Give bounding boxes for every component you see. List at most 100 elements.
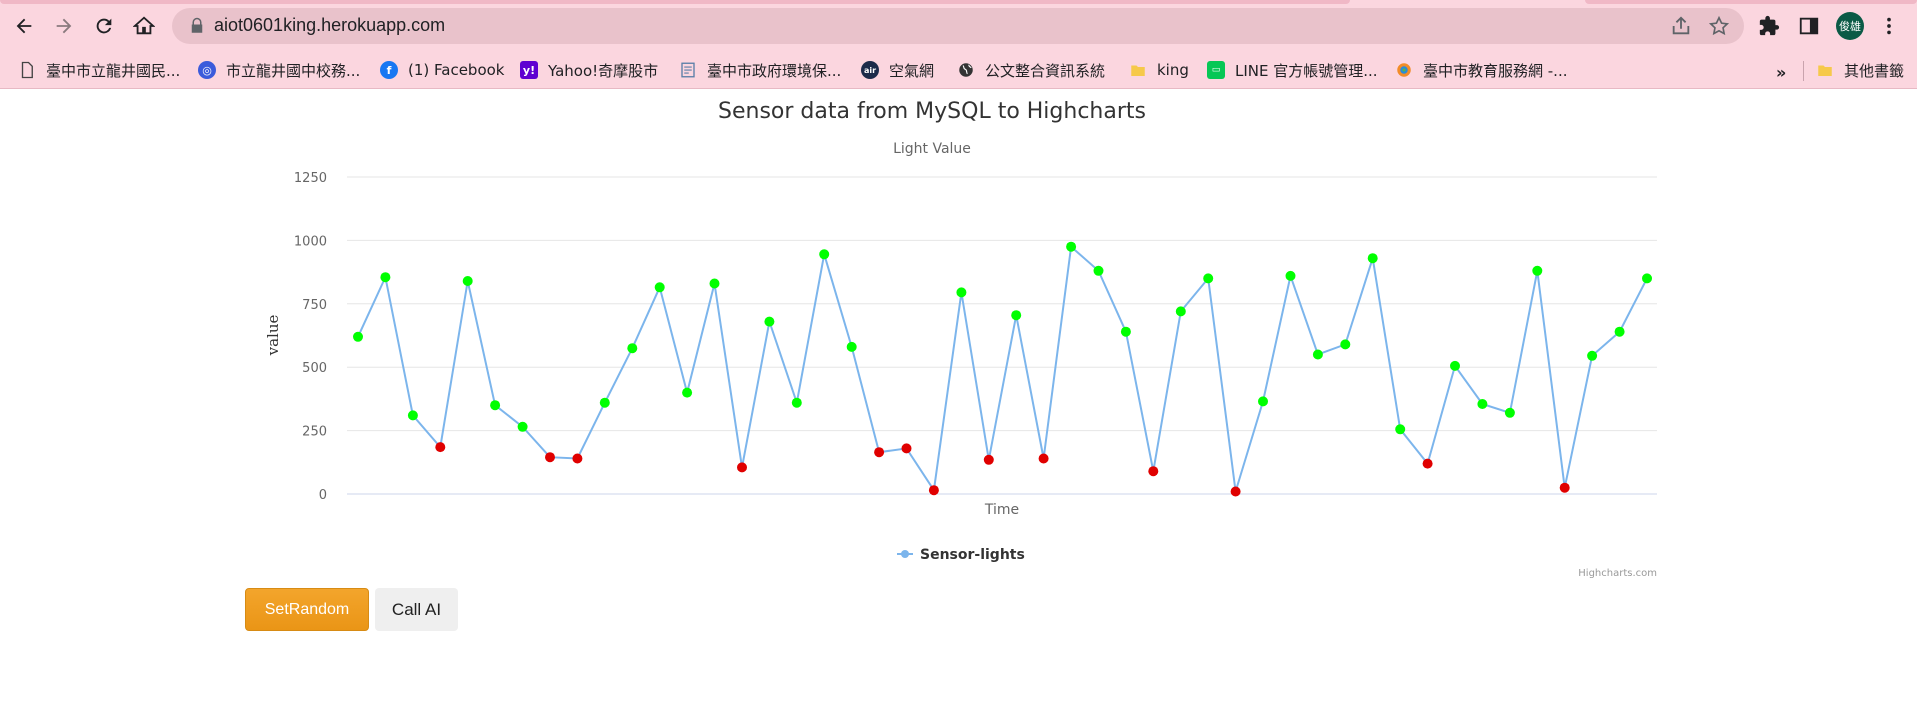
y-tick-label: 1000 — [294, 234, 327, 249]
forward-icon[interactable] — [48, 10, 80, 42]
bookmark-label: 臺中市政府環境保... — [707, 61, 842, 80]
data-point[interactable] — [1340, 339, 1351, 350]
data-point[interactable] — [380, 272, 391, 283]
data-point[interactable] — [901, 443, 912, 454]
y-tick-label: 250 — [302, 425, 327, 440]
bookmark-item[interactable]: 公文整合資訊系統 — [957, 58, 1105, 82]
data-point[interactable] — [1093, 265, 1104, 276]
data-point[interactable] — [1559, 482, 1570, 493]
data-point[interactable] — [1066, 241, 1077, 252]
bookmark-label: Yahoo!奇摩股市 — [548, 61, 659, 80]
data-point[interactable] — [599, 397, 610, 408]
data-point[interactable] — [572, 453, 583, 464]
data-point[interactable] — [462, 276, 473, 286]
data-point[interactable] — [819, 249, 830, 260]
call-ai-button[interactable]: Call AI — [375, 588, 458, 631]
bookmark-item[interactable]: f (1) Facebook — [380, 58, 505, 82]
bookmark-item[interactable]: air 空氣網 — [861, 58, 934, 82]
extensions-icon[interactable] — [1756, 13, 1782, 39]
data-point[interactable] — [517, 421, 528, 432]
data-point[interactable] — [1642, 273, 1652, 284]
bookmark-item[interactable]: king — [1129, 58, 1189, 82]
data-point[interactable] — [709, 278, 720, 289]
other-bookmarks[interactable]: 其他書籤 — [1816, 58, 1904, 82]
bookmark-item[interactable]: ▭ LINE 官方帳號管理... — [1207, 58, 1378, 82]
data-point[interactable] — [846, 341, 857, 352]
address-bar[interactable]: aiot0601king.herokuapp.com — [172, 8, 1744, 44]
data-point[interactable] — [1504, 407, 1515, 418]
data-point[interactable] — [1258, 396, 1268, 407]
data-point[interactable] — [627, 343, 638, 354]
home-icon[interactable] — [128, 10, 160, 42]
bookmark-label: 臺中市教育服務網 -... — [1423, 61, 1568, 80]
star-icon[interactable] — [1708, 15, 1730, 37]
data-point[interactable] — [1312, 349, 1323, 360]
data-point[interactable] — [353, 331, 363, 342]
data-point[interactable] — [737, 462, 747, 473]
data-point[interactable] — [956, 287, 967, 298]
data-point[interactable] — [928, 485, 939, 496]
menu-kebab-icon[interactable] — [1876, 13, 1902, 39]
data-point[interactable] — [874, 447, 885, 458]
back-icon[interactable] — [8, 10, 40, 42]
other-bookmarks-label: 其他書籤 — [1844, 61, 1905, 80]
data-point[interactable] — [1614, 326, 1625, 337]
bookmark-item[interactable]: ◎ 市立龍井國中校務... — [198, 58, 360, 82]
globe-icon — [957, 61, 975, 79]
bookmark-item[interactable]: 臺中市政府環境保... — [679, 58, 841, 82]
bookmark-label: 市立龍井國中校務... — [226, 61, 361, 80]
data-point[interactable] — [1395, 424, 1406, 435]
chart-credits[interactable]: Highcharts.com — [1578, 568, 1657, 579]
page-content: Sensor data from MySQL to Highcharts Lig… — [0, 89, 1917, 712]
data-point[interactable] — [545, 452, 555, 463]
data-point[interactable] — [1422, 458, 1433, 469]
set-random-button[interactable]: SetRandom — [245, 588, 369, 631]
data-point[interactable] — [1175, 306, 1186, 317]
chart-subtitle: Light Value — [893, 141, 971, 157]
document-icon — [679, 61, 697, 79]
y-gridlines — [347, 176, 1657, 432]
data-point[interactable] — [764, 316, 775, 327]
data-point[interactable] — [1148, 466, 1159, 477]
data-point[interactable] — [791, 397, 802, 408]
data-point[interactable] — [1203, 273, 1214, 284]
data-point[interactable] — [1011, 310, 1022, 321]
data-point[interactable] — [1230, 486, 1241, 497]
reload-icon[interactable] — [88, 10, 120, 42]
folder-icon — [1129, 61, 1147, 79]
facebook-icon: f — [380, 61, 398, 79]
chart-title: Sensor data from MySQL to Highcharts — [718, 99, 1146, 124]
data-point[interactable] — [435, 442, 446, 453]
data-point[interactable] — [654, 282, 665, 293]
bookmark-label: 臺中市立龍井國民... — [46, 61, 181, 80]
lock-icon[interactable] — [188, 17, 206, 35]
active-tab-edge — [0, 0, 1350, 4]
edu-icon — [1395, 61, 1413, 79]
data-point[interactable] — [407, 410, 418, 421]
bookmarks-overflow-button[interactable]: » — [1776, 63, 1787, 82]
bookmark-label: 空氣網 — [889, 61, 935, 80]
legend-item-sensor-lights[interactable]: Sensor-lights — [897, 547, 1025, 563]
bookmark-label: king — [1157, 61, 1189, 79]
data-point[interactable] — [1120, 326, 1131, 337]
url-text[interactable]: aiot0601king.herokuapp.com — [214, 15, 446, 35]
data-point[interactable] — [1285, 270, 1296, 281]
browser-toolbar: aiot0601king.herokuapp.com 俊雄 — [0, 0, 1917, 51]
inactive-tab-edge — [1585, 0, 1917, 4]
data-point[interactable] — [1477, 399, 1488, 409]
data-point[interactable] — [682, 387, 693, 398]
profile-avatar[interactable]: 俊雄 — [1836, 12, 1864, 40]
bookmark-item[interactable]: 臺中市教育服務網 -... — [1395, 58, 1568, 82]
data-point[interactable] — [983, 454, 994, 465]
data-point[interactable] — [1038, 453, 1049, 464]
data-point[interactable] — [490, 400, 501, 411]
data-point[interactable] — [1450, 360, 1460, 371]
data-point[interactable] — [1587, 350, 1598, 361]
data-point[interactable] — [1367, 253, 1378, 264]
school-icon: ◎ — [198, 61, 216, 79]
data-point[interactable] — [1532, 265, 1543, 276]
bookmark-item[interactable]: 臺中市立龍井國民... — [18, 58, 180, 82]
bookmark-item[interactable]: y! Yahoo!奇摩股市 — [520, 58, 658, 82]
side-panel-icon[interactable] — [1796, 13, 1822, 39]
share-icon[interactable] — [1670, 15, 1692, 37]
